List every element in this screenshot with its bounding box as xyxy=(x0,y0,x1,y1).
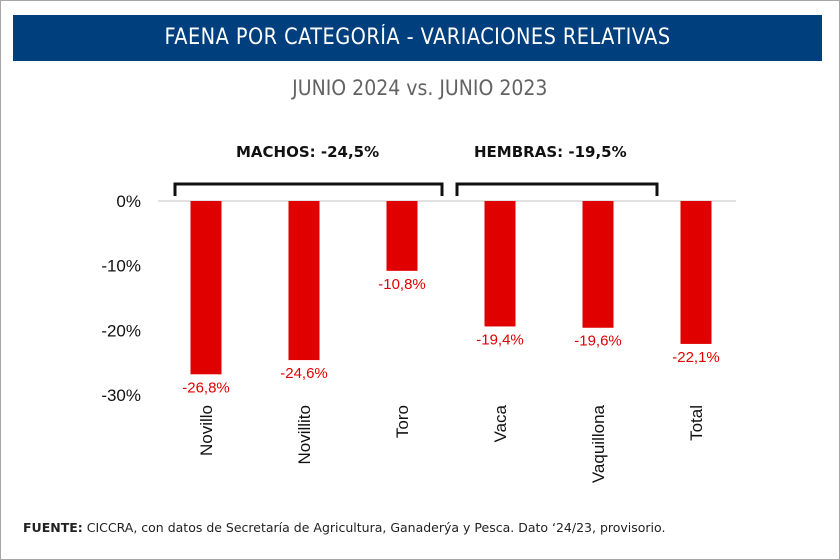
data-label: -26,8% xyxy=(182,379,230,396)
category-label: Vaquillona xyxy=(589,404,608,483)
chart-subtitle: JUNIO 2024 vs. JUNIO 2023 xyxy=(0,76,840,100)
category-label: Toro xyxy=(393,405,412,438)
subtitle-text: JUNIO 2024 vs. JUNIO 2023 xyxy=(292,76,548,100)
category-label: Novillito xyxy=(295,405,314,465)
data-label: -19,4% xyxy=(476,331,524,348)
y-tick-label: -10% xyxy=(101,257,141,276)
data-label: -22,1% xyxy=(672,349,720,366)
bar-novillo xyxy=(190,201,222,375)
group-label-machos: MACHOS: -24,5% xyxy=(236,143,380,161)
data-label: -19,6% xyxy=(574,333,622,350)
bar-vaca xyxy=(484,201,516,327)
y-tick-label: -30% xyxy=(101,386,141,405)
source-note: FUENTE: CICCRA, con datos de Secretaría … xyxy=(23,520,665,535)
category-label: Vaca xyxy=(491,404,510,442)
group-label-hembras: HEMBRAS: -19,5% xyxy=(474,143,627,161)
category-label: Novillo xyxy=(197,405,216,456)
bar-novillito xyxy=(288,201,320,361)
bracket-machos xyxy=(173,182,444,196)
data-label: -24,6% xyxy=(280,365,328,382)
bracket-hembras xyxy=(455,182,659,196)
chart-title: FAENA POR CATEGORÍA - VARIACIONES RELATI… xyxy=(164,25,671,50)
category-label: Total xyxy=(687,405,706,441)
y-tick-label: -20% xyxy=(101,321,141,340)
bar-vaquillona xyxy=(582,201,614,328)
bar-total xyxy=(680,201,712,344)
source-text: CICCRA, con datos de Secretaría de Agric… xyxy=(82,520,666,535)
data-label: -10,8% xyxy=(378,276,426,293)
source-label: FUENTE: xyxy=(23,520,83,535)
title-banner: FAENA POR CATEGORÍA - VARIACIONES RELATI… xyxy=(13,15,822,61)
bar-toro xyxy=(386,201,418,271)
y-tick-label: 0% xyxy=(116,192,141,211)
